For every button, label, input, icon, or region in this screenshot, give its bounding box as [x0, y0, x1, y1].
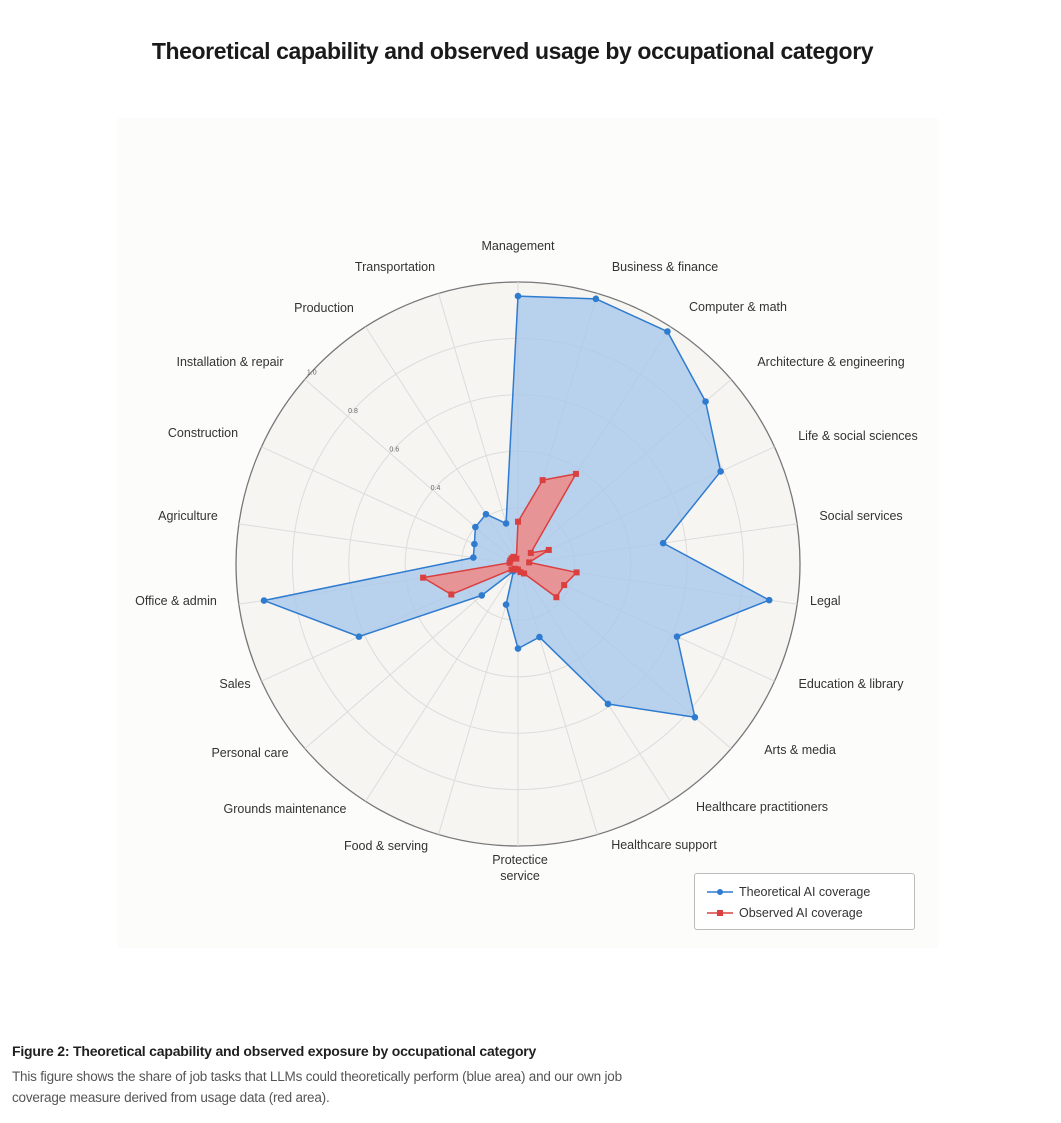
legend-item-theoretical: Theoretical AI coverage — [707, 883, 870, 901]
observed-point — [539, 477, 546, 484]
theoretical-point — [691, 713, 699, 721]
category-label: Computer & math — [689, 300, 787, 314]
radial-tick-label: 0.4 — [431, 485, 441, 492]
theoretical-point — [673, 633, 681, 640]
theoretical-point — [355, 633, 363, 640]
theoretical-point — [478, 592, 486, 599]
category-label: Grounds maintenance — [224, 802, 347, 816]
category-label: Legal — [810, 594, 841, 608]
category-label: Protectice service — [492, 853, 548, 883]
observed-point — [572, 470, 579, 477]
category-label: Production — [294, 301, 354, 315]
radial-tick-label: 0.6 — [389, 447, 399, 454]
category-label: Healthcare support — [611, 838, 717, 852]
category-label: Life & social sciences — [798, 429, 918, 443]
category-label: Social services — [819, 509, 902, 523]
theoretical-point — [659, 539, 667, 547]
observed-point — [527, 549, 534, 556]
radar-spoke — [438, 293, 519, 565]
observed-point — [420, 574, 427, 581]
theoretical-point — [664, 328, 671, 335]
theoretical-point — [470, 554, 477, 561]
legend-label: Observed AI coverage — [739, 906, 863, 920]
theoretical-point — [702, 398, 709, 405]
category-label: Agriculture — [158, 509, 218, 523]
observed-point — [511, 565, 518, 572]
theoretical-point — [604, 700, 612, 708]
observed-point — [545, 546, 552, 553]
theoretical-point — [536, 633, 543, 641]
legend-item-observed: Observed AI coverage — [707, 904, 863, 922]
category-label: Arts & media — [764, 743, 836, 757]
legend-label: Theoretical AI coverage — [739, 885, 871, 899]
radar-spoke — [365, 563, 519, 802]
category-label: Transportation — [355, 260, 435, 274]
category-label: Business & finance — [612, 260, 718, 274]
observed-point — [515, 518, 521, 525]
observed-point — [521, 570, 528, 577]
figure-caption-text: This figure shows the share of job tasks… — [12, 1069, 622, 1105]
legend-marker-blue-icon — [707, 889, 733, 895]
category-label: Construction — [168, 426, 238, 440]
radar-spoke — [438, 563, 519, 835]
observed-point — [448, 591, 455, 598]
theoretical-point — [514, 292, 522, 300]
category-label: Installation & repair — [176, 355, 283, 369]
category-label: Office & admin — [135, 594, 217, 608]
theoretical-point — [260, 597, 268, 604]
observed-point — [526, 559, 533, 566]
radial-tick-label: 0.8 — [348, 408, 358, 415]
theoretical-point — [765, 596, 773, 604]
theoretical-point — [502, 520, 510, 527]
theoretical-point — [502, 601, 510, 608]
observed-point — [553, 594, 560, 601]
theoretical-point — [717, 468, 724, 475]
category-label: Food & serving — [344, 839, 428, 853]
observed-point — [573, 569, 580, 576]
observed-point — [513, 555, 520, 562]
category-label: Personal care — [211, 746, 288, 760]
observed-point — [508, 566, 515, 573]
theoretical-point — [472, 523, 479, 531]
theoretical-point — [482, 510, 490, 518]
theoretical-point — [514, 645, 522, 652]
radial-tick-label: 1.0 — [307, 370, 317, 377]
legend-marker-red-icon — [707, 910, 733, 916]
category-label: Healthcare practitioners — [696, 800, 828, 814]
observed-point — [561, 582, 568, 589]
theoretical-point — [471, 540, 478, 548]
chart-title: Theoretical capability and observed usag… — [151, 38, 874, 64]
legend: Theoretical AI coverage Observed AI cove… — [694, 873, 915, 930]
category-label: Management — [482, 239, 555, 253]
category-label: Education & library — [799, 677, 905, 691]
theoretical-point — [592, 295, 600, 303]
category-label: Architecture & engineering — [757, 355, 904, 369]
category-label: Sales — [219, 677, 250, 691]
figure-caption-title: Figure 2: Theoretical capability and obs… — [12, 1043, 537, 1059]
